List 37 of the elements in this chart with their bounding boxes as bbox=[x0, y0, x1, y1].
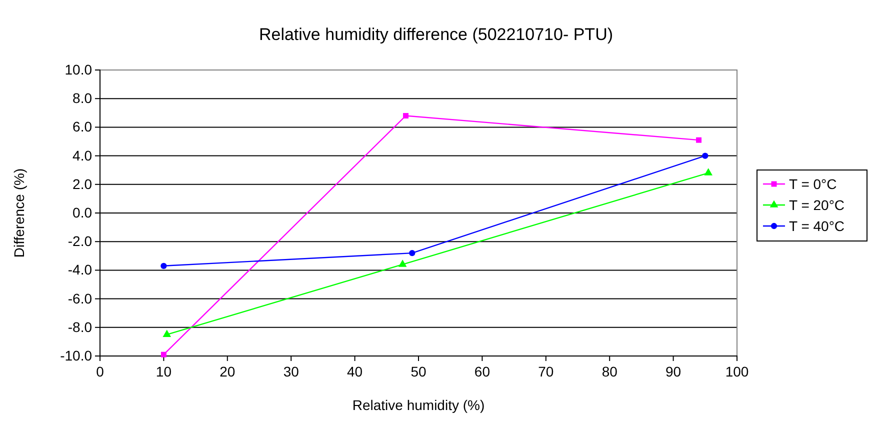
x-tick-label: 90 bbox=[666, 364, 682, 380]
point bbox=[162, 330, 172, 337]
y-tick-label: -4.0 bbox=[68, 262, 92, 278]
x-tick-label: 0 bbox=[96, 364, 104, 380]
x-tick-label: 20 bbox=[220, 364, 236, 380]
y-axis-title: Difference (%) bbox=[11, 168, 27, 258]
y-tick-label: -8.0 bbox=[68, 318, 92, 335]
legend-label: T = 0°C bbox=[789, 176, 837, 192]
point bbox=[398, 260, 407, 267]
chart-title: Relative humidity difference (502210710- PTU) bbox=[258, 25, 614, 44]
y-tick-label: -6.0 bbox=[68, 290, 92, 306]
legend-label: T = 20°C bbox=[789, 197, 845, 213]
y-tick-label: 0.0 bbox=[72, 204, 92, 220]
y-tick-label: -2.0 bbox=[68, 233, 92, 250]
point bbox=[403, 113, 408, 118]
x-tick-label: 50 bbox=[410, 364, 426, 380]
x-tick-label: 40 bbox=[347, 364, 363, 380]
y-tick-label: -10.0 bbox=[60, 347, 92, 364]
x-tick-label: 100 bbox=[725, 364, 749, 380]
legend-label: T = 40°C bbox=[789, 218, 845, 234]
y-tick-label: 10.0 bbox=[64, 61, 92, 78]
point bbox=[696, 137, 702, 143]
x-tick-label: 30 bbox=[283, 364, 300, 380]
x-tick-label: 70 bbox=[538, 364, 554, 380]
point bbox=[704, 168, 712, 176]
y-tick-label: 4.0 bbox=[72, 147, 92, 164]
point bbox=[160, 352, 166, 358]
x-axis-title: Relative humidity (%) bbox=[352, 397, 485, 413]
y-tick-label: 2.0 bbox=[72, 176, 92, 192]
point bbox=[409, 250, 416, 256]
point bbox=[160, 262, 167, 269]
x-tick-label: 80 bbox=[602, 364, 618, 380]
x-tick-label: 60 bbox=[474, 364, 490, 380]
y-tick-label: 8.0 bbox=[72, 90, 92, 106]
point bbox=[702, 152, 708, 159]
y-tick-label: 6.0 bbox=[72, 118, 92, 135]
x-tick-label: 10 bbox=[156, 364, 172, 380]
